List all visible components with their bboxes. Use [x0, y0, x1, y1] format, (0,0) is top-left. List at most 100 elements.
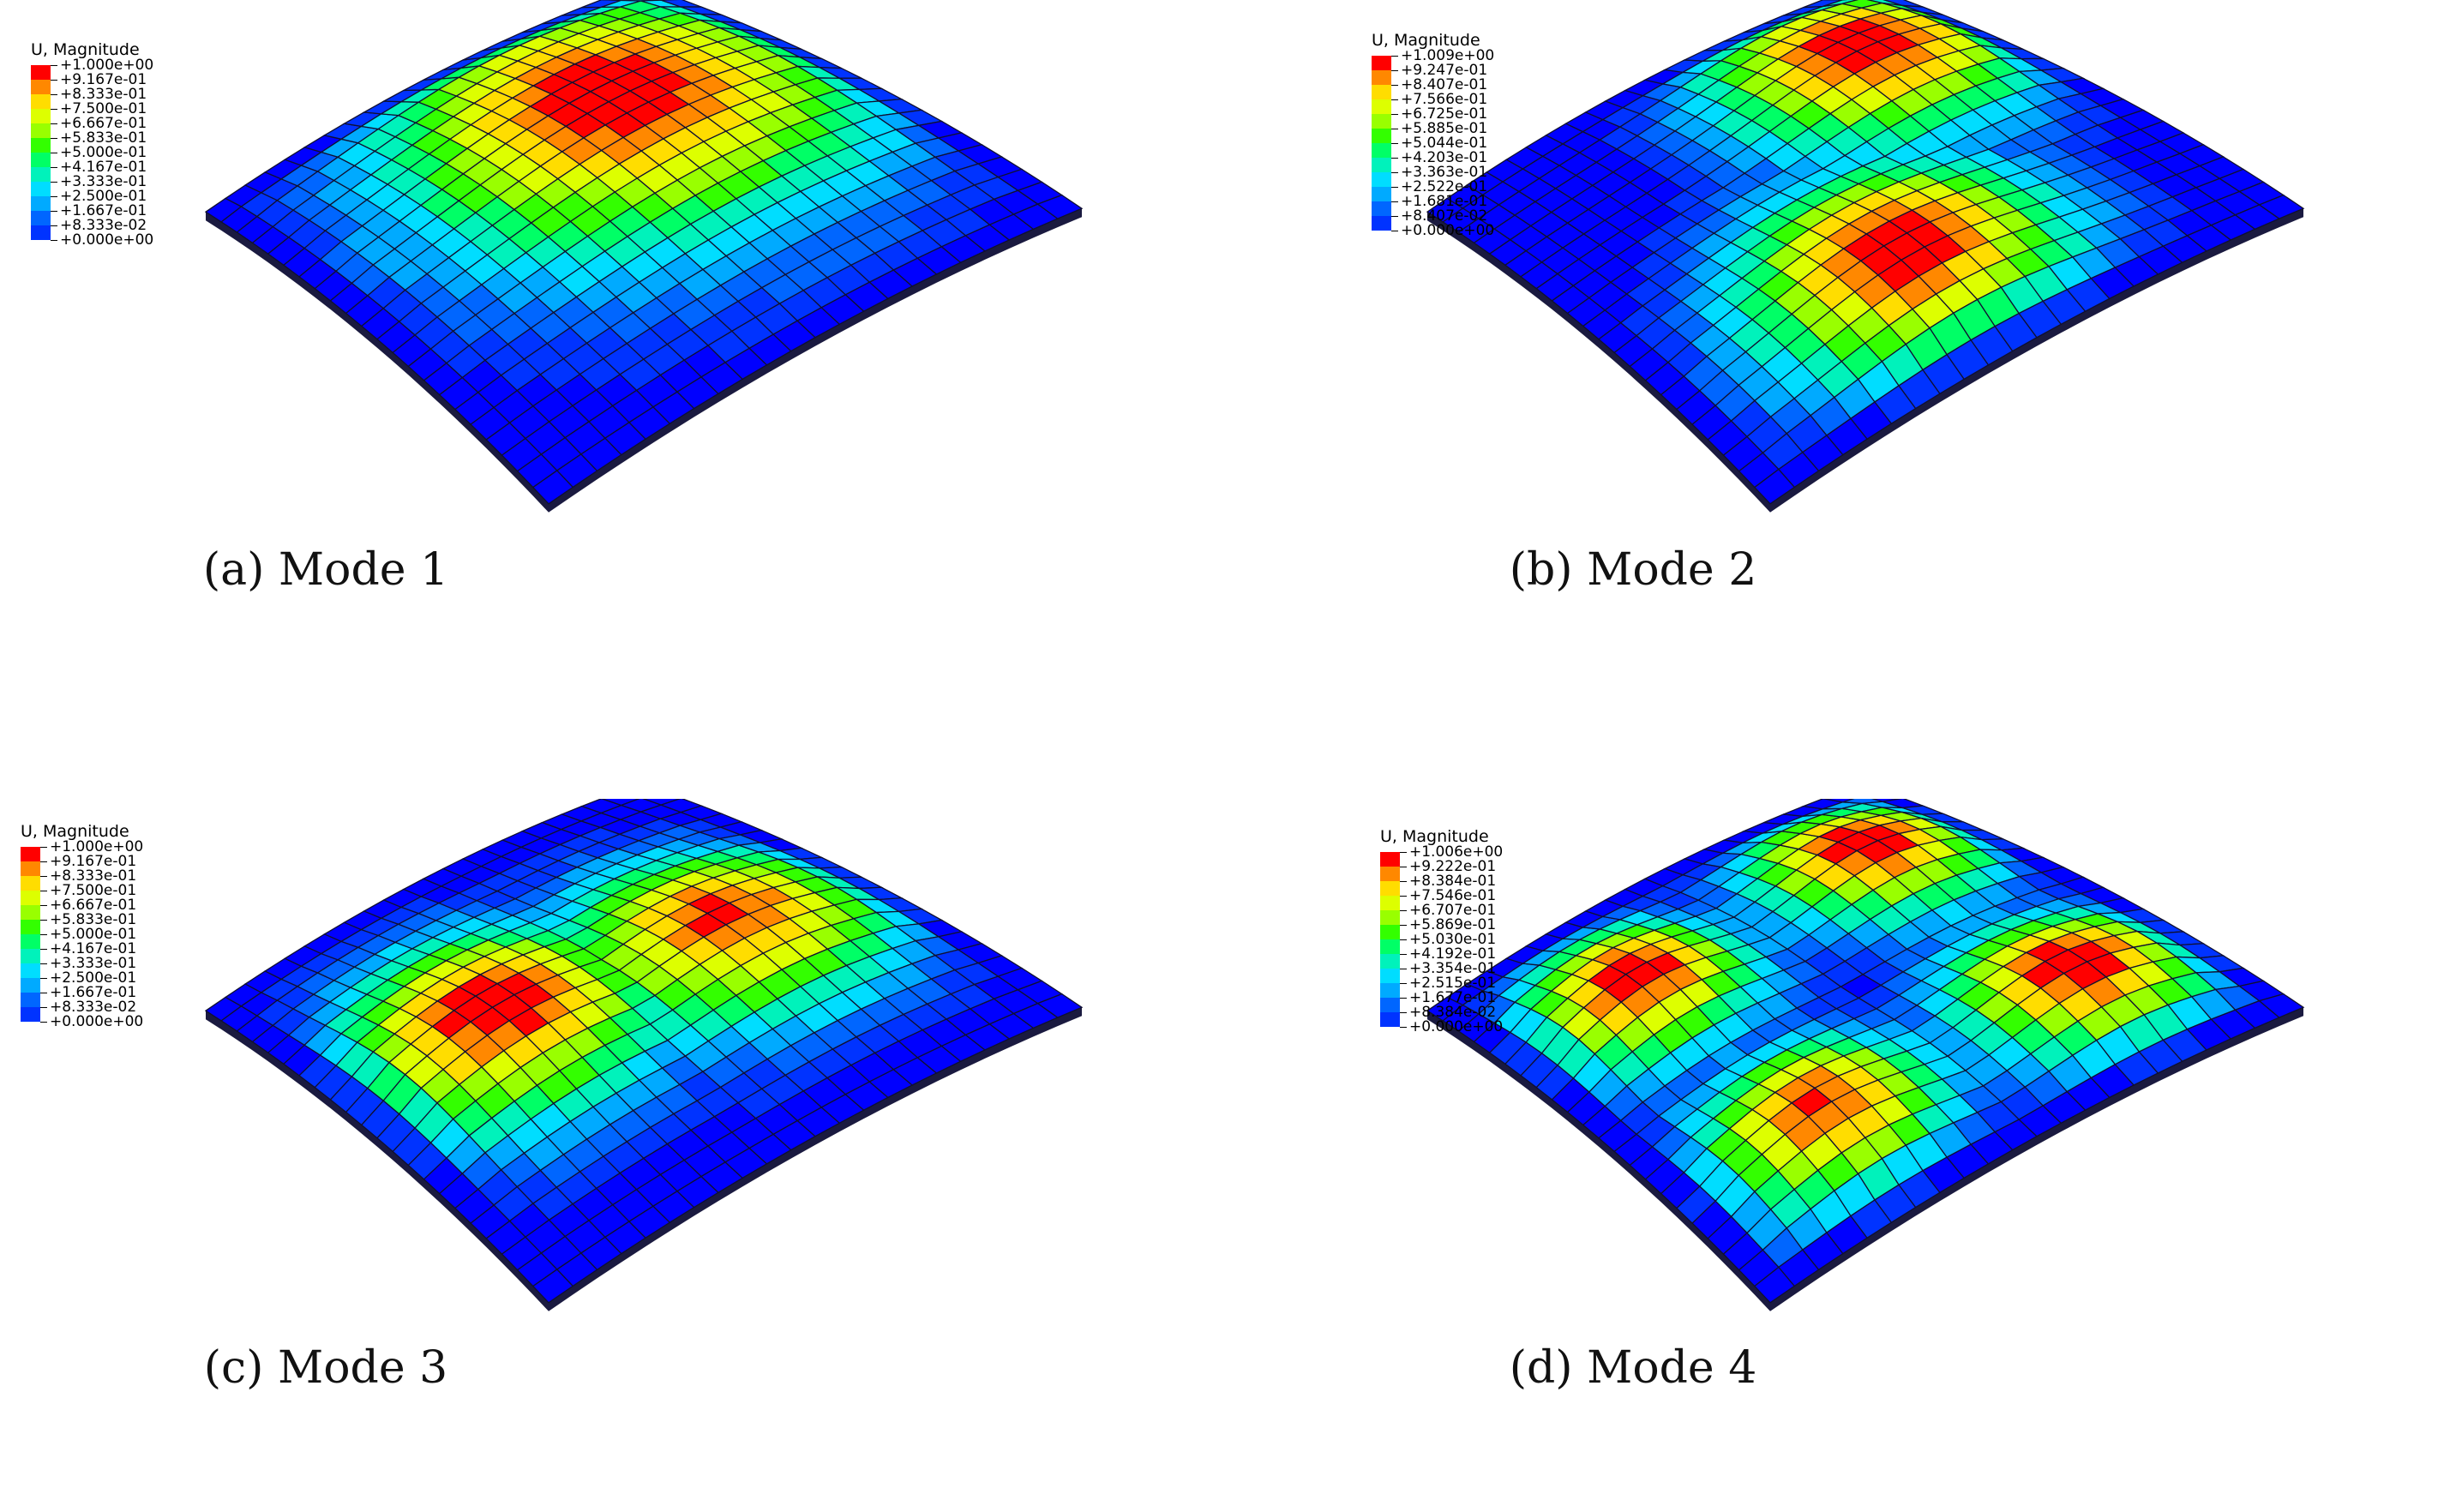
legend-swatch	[21, 1007, 40, 1022]
legend-tick	[40, 1022, 47, 1023]
legend-tick	[1400, 881, 1407, 882]
legend-tick	[1400, 852, 1407, 853]
legend-tick	[1391, 187, 1398, 188]
legend-swatch	[1372, 85, 1391, 99]
mesh	[206, 799, 1082, 1303]
legend-tick	[51, 123, 57, 124]
legend-swatch	[31, 109, 51, 123]
legend-tick	[40, 934, 47, 935]
figure-panel: U, Magnitude+1.000e+00+9.167e-01+8.333e-…	[0, 0, 1222, 713]
legend-swatch	[31, 196, 51, 211]
legend-swatch	[1380, 852, 1400, 867]
legend-swatch	[31, 65, 51, 80]
legend-tick	[40, 963, 47, 964]
legend-tick	[1400, 983, 1407, 984]
legend-tick	[1391, 99, 1398, 100]
figure-panel: U, Magnitude+1.000e+00+9.167e-01+8.333e-…	[0, 799, 1222, 1512]
legend-title: U, Magnitude	[1372, 32, 1577, 49]
legend-swatch	[31, 182, 51, 196]
legend-swatch	[1372, 143, 1391, 158]
legend-tick	[1391, 201, 1398, 202]
legend-swatch	[1380, 983, 1400, 998]
legend-swatch	[1380, 867, 1400, 881]
legend-label: +0.000e+00	[1409, 1020, 1503, 1035]
legend-title: U, Magnitude	[21, 823, 226, 840]
legend-title: U, Magnitude	[1380, 828, 1586, 845]
legend-tick	[51, 65, 57, 66]
legend-tick	[1391, 85, 1398, 86]
legend-tick	[1400, 1012, 1407, 1013]
legend-swatch	[31, 225, 51, 240]
legend-tick	[1391, 216, 1398, 217]
legend-swatch	[1372, 56, 1391, 70]
legend-swatch	[1372, 99, 1391, 114]
legend-tick	[40, 1007, 47, 1008]
legend-title: U, Magnitude	[31, 41, 237, 58]
legend-swatch	[21, 934, 40, 949]
legend-tick	[51, 94, 57, 95]
legend-swatch	[31, 211, 51, 225]
legend-swatch	[1380, 998, 1400, 1012]
legend-tick	[51, 225, 57, 226]
legend-swatch	[21, 861, 40, 876]
legend-swatch	[1372, 216, 1391, 231]
legend-swatch	[21, 891, 40, 905]
legend-tick	[1391, 56, 1398, 57]
legend-swatch	[1380, 1012, 1400, 1027]
legend-swatch	[1380, 896, 1400, 910]
legend-label: +0.000e+00	[1401, 224, 1494, 238]
legend-label: +0.000e+00	[50, 1015, 143, 1029]
legend-tick	[1400, 925, 1407, 926]
legend-tick	[40, 949, 47, 950]
legend-label: +0.000e+00	[60, 233, 153, 248]
color-legend: U, Magnitude+1.006e+00+9.222e-01+8.384e-…	[1380, 828, 1586, 1038]
legend-tick	[51, 240, 57, 241]
figure-panel: U, Magnitude+1.006e+00+9.222e-01+8.384e-…	[1222, 799, 2443, 1512]
legend-swatch	[1372, 114, 1391, 129]
mesh	[206, 0, 1082, 504]
legend-tick	[40, 861, 47, 862]
legend-tick	[1400, 896, 1407, 897]
legend-swatch	[31, 94, 51, 109]
legend-tick	[51, 167, 57, 168]
legend-swatch	[21, 949, 40, 963]
legend-swatch	[21, 847, 40, 861]
legend-tick	[1400, 910, 1407, 911]
panel-caption: (c) Mode 3	[26, 1344, 626, 1392]
legend-swatch	[1372, 129, 1391, 143]
legend-swatch	[21, 963, 40, 978]
legend-tick	[1391, 70, 1398, 71]
color-legend: U, Magnitude+1.009e+00+9.247e-01+8.407e-…	[1372, 32, 1577, 242]
legend-tick	[40, 978, 47, 979]
legend-tick	[1400, 998, 1407, 999]
legend-tick	[51, 109, 57, 110]
legend-swatch	[1380, 925, 1400, 939]
legend-swatch	[1372, 70, 1391, 85]
legend-tick	[51, 138, 57, 139]
legend-swatch	[21, 993, 40, 1007]
legend-swatch	[21, 876, 40, 891]
legend-tick	[1391, 114, 1398, 115]
legend-swatch	[31, 167, 51, 182]
legend-swatch	[31, 80, 51, 94]
legend-tick	[51, 182, 57, 183]
legend-tick	[1400, 939, 1407, 940]
legend-swatch	[21, 905, 40, 920]
legend-tick	[40, 847, 47, 848]
legend-swatch	[31, 123, 51, 138]
legend-swatch	[21, 920, 40, 934]
figure-panel: U, Magnitude+1.009e+00+9.247e-01+8.407e-…	[1222, 0, 2443, 713]
panel-caption: (d) Mode 4	[1333, 1344, 1933, 1392]
legend-swatch	[1372, 187, 1391, 201]
legend-swatch	[31, 153, 51, 167]
legend-tick	[40, 920, 47, 921]
panel-caption: (b) Mode 2	[1333, 546, 1933, 594]
legend-swatch	[31, 138, 51, 153]
legend-tick	[1400, 1027, 1407, 1028]
legend-tick	[51, 80, 57, 81]
legend-swatch	[1372, 172, 1391, 187]
legend-tick	[1391, 143, 1398, 144]
legend-tick	[1400, 954, 1407, 955]
legend-tick	[51, 196, 57, 197]
legend-swatch	[1372, 201, 1391, 216]
